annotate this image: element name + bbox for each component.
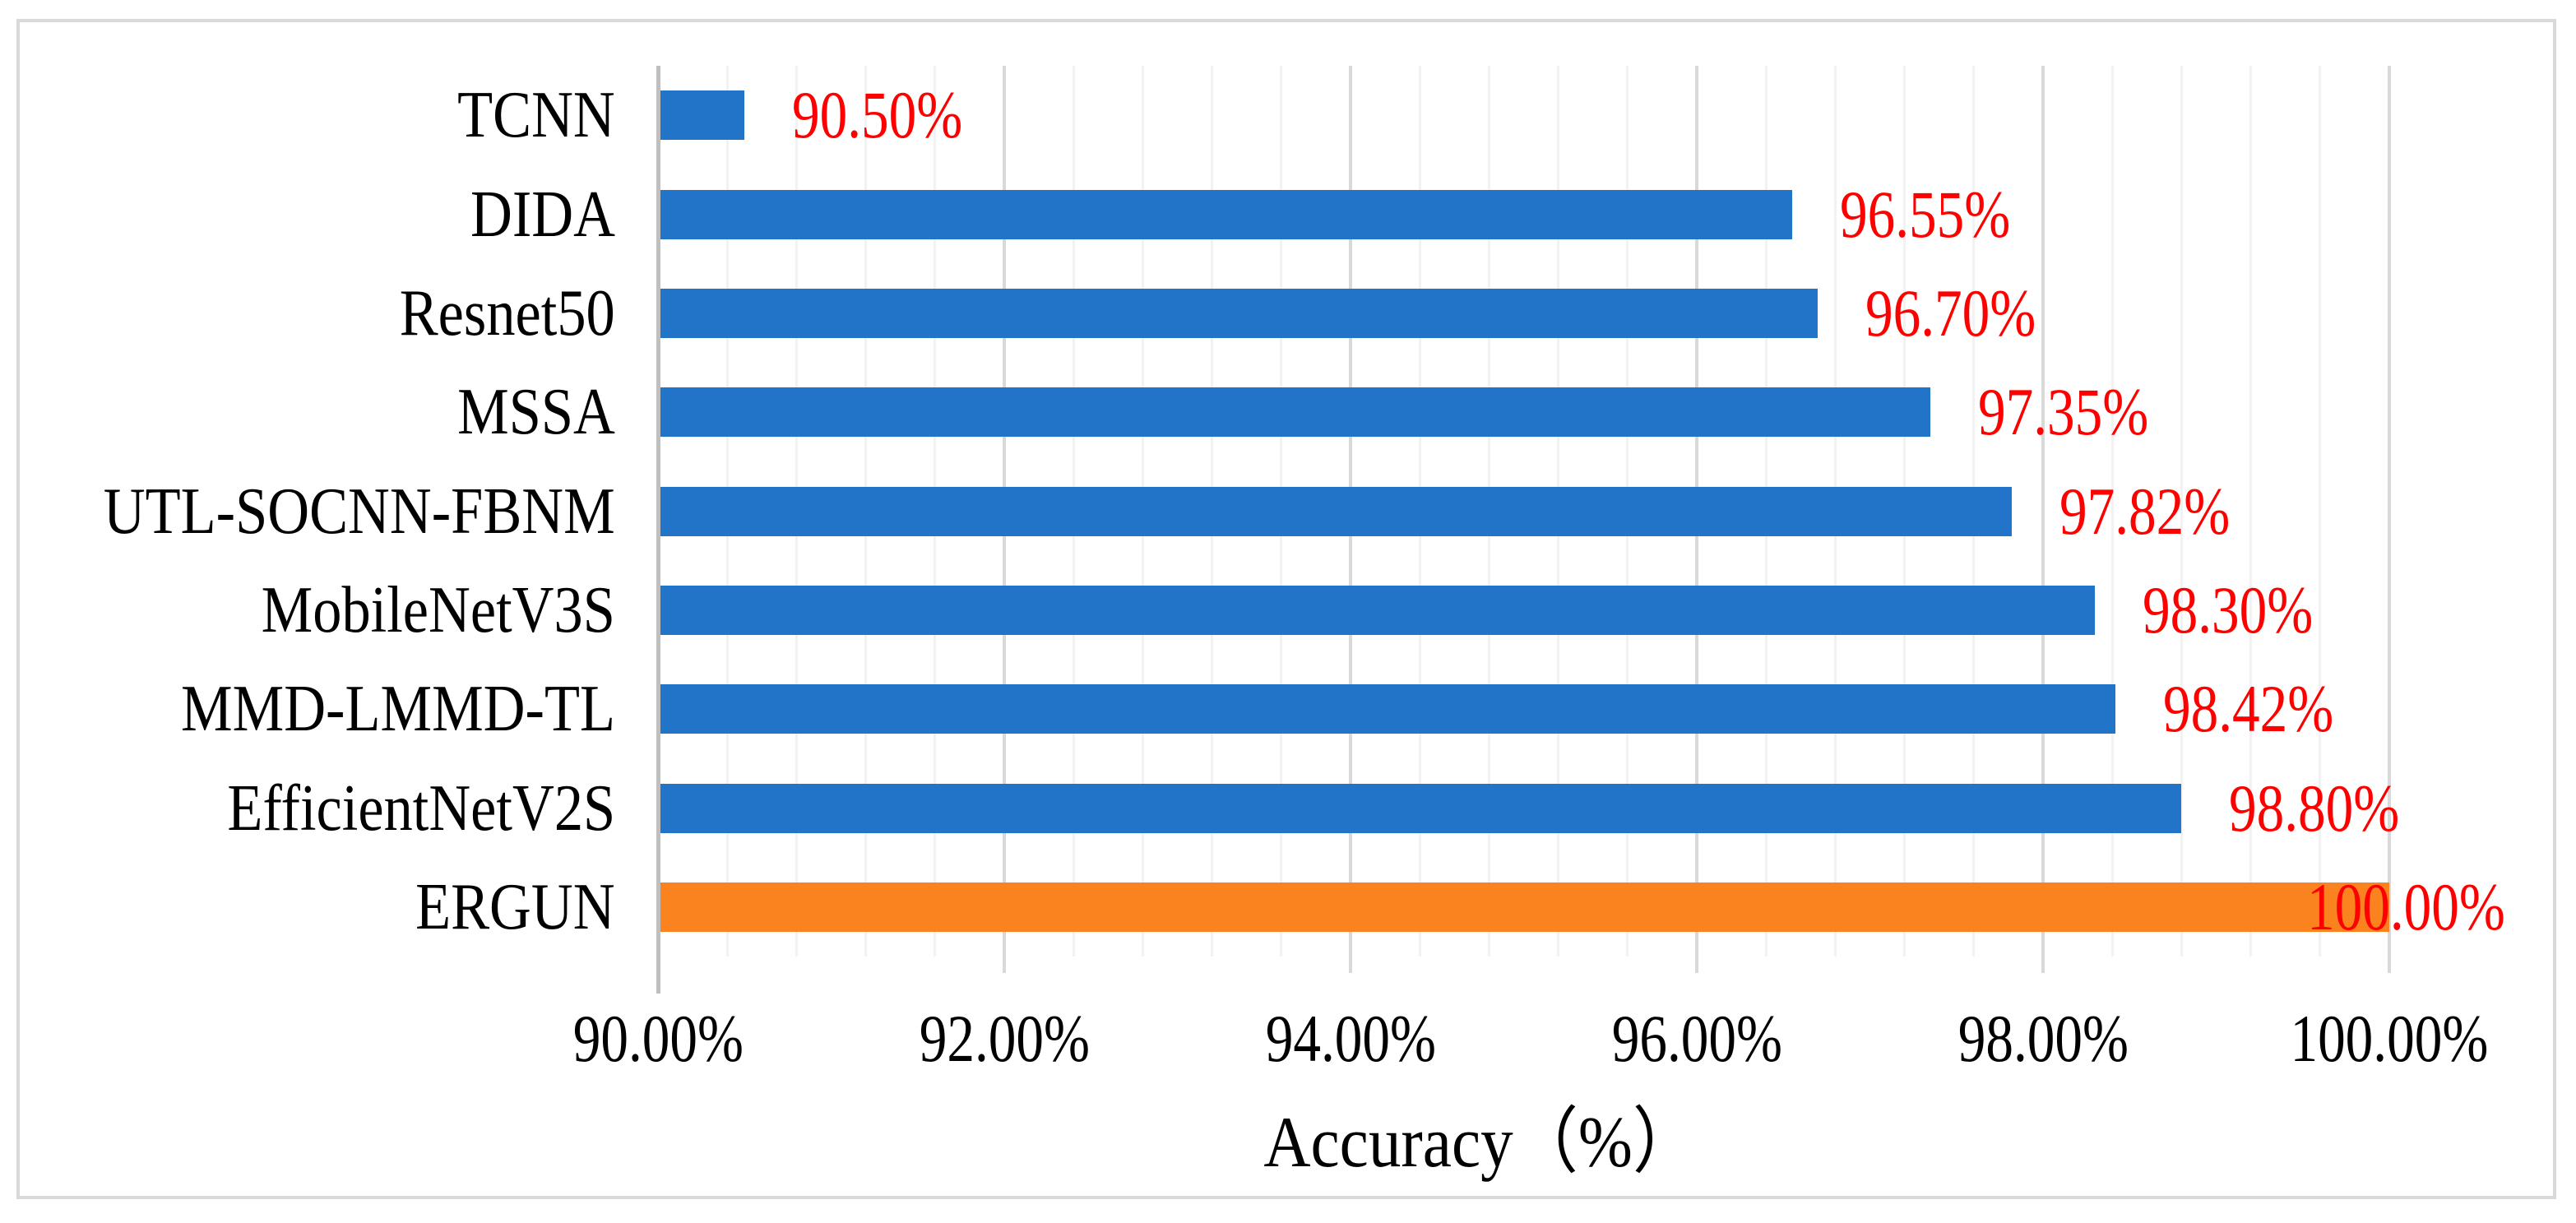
category-label: ERGUN bbox=[33, 862, 615, 952]
bar bbox=[660, 387, 1931, 438]
value-label: 90.50% bbox=[792, 70, 1000, 160]
value-label-text: 100.00% bbox=[2307, 869, 2505, 944]
category-label: Resnet50 bbox=[33, 268, 615, 359]
category-label: DIDA bbox=[33, 169, 615, 260]
value-label: 100.00% bbox=[2307, 862, 2549, 952]
x-tick-label: 98.00% bbox=[1837, 998, 2249, 1080]
value-label: 98.30% bbox=[2143, 565, 2351, 656]
bar-highlight bbox=[660, 882, 2389, 932]
value-label-text: 98.80% bbox=[2229, 770, 2400, 845]
value-label-text: 96.70% bbox=[1865, 275, 2036, 350]
category-label-text: TCNN bbox=[457, 79, 615, 152]
value-label-text: 96.55% bbox=[1839, 176, 2011, 252]
bar bbox=[660, 783, 2182, 833]
category-label-text: UTL-SOCNN-FBNM bbox=[104, 475, 615, 548]
x-tick-label-text: 90.00% bbox=[572, 1001, 744, 1076]
value-label-text: 97.35% bbox=[1978, 374, 2149, 450]
value-label: 98.80% bbox=[2229, 763, 2437, 854]
x-tick-label-text: 100.00% bbox=[2290, 1001, 2489, 1076]
category-label: TCNN bbox=[33, 70, 615, 160]
x-tick-label: 92.00% bbox=[799, 998, 1210, 1080]
category-label-text: MSSA bbox=[457, 376, 615, 449]
minor-gridline bbox=[2319, 66, 2322, 957]
bar bbox=[660, 189, 1792, 239]
category-label-text: ERGUN bbox=[415, 870, 615, 943]
category-label-text: MMD-LMMD-TL bbox=[181, 673, 615, 746]
value-label-text: 97.82% bbox=[2059, 473, 2231, 549]
minor-gridline bbox=[2180, 66, 2183, 957]
value-label: 96.55% bbox=[1840, 169, 2048, 260]
x-tick-label-text: 92.00% bbox=[919, 1001, 1090, 1076]
category-label-text: EfficientNetV2S bbox=[227, 771, 615, 845]
category-label-text: DIDA bbox=[470, 178, 615, 251]
x-tick-label-text: 96.00% bbox=[1611, 1001, 1782, 1076]
value-label: 97.35% bbox=[1978, 367, 2186, 457]
minor-gridline bbox=[2110, 66, 2114, 957]
category-label: EfficientNetV2S bbox=[33, 763, 615, 854]
x-tick-label: 94.00% bbox=[1145, 998, 1556, 1080]
bar bbox=[660, 486, 2013, 536]
x-tick-label-text: 94.00% bbox=[1265, 1001, 1436, 1076]
bar bbox=[660, 288, 1818, 338]
value-label-text: 90.50% bbox=[792, 77, 963, 153]
x-tick-label: 90.00% bbox=[452, 998, 864, 1080]
major-gridline bbox=[2041, 66, 2045, 973]
y-axis-line bbox=[656, 66, 660, 994]
x-axis-title: Accuracy（%） bbox=[987, 1094, 1974, 1193]
major-gridline bbox=[2388, 66, 2391, 973]
value-label: 97.82% bbox=[2059, 466, 2268, 557]
category-label-text: Resnet50 bbox=[399, 276, 615, 350]
value-label: 98.42% bbox=[2163, 664, 2371, 754]
x-tick-label: 100.00% bbox=[2184, 998, 2576, 1080]
bar bbox=[660, 684, 2116, 734]
minor-gridline bbox=[2249, 66, 2253, 957]
category-label: UTL-SOCNN-FBNM bbox=[33, 466, 615, 557]
value-label: 96.70% bbox=[1865, 268, 2073, 359]
bar bbox=[660, 585, 2096, 635]
x-tick-label-text: 98.00% bbox=[1957, 1001, 2129, 1076]
category-label: MobileNetV3S bbox=[33, 565, 615, 656]
x-axis-title-text: Accuracy（%） bbox=[1263, 1103, 1698, 1183]
value-label-text: 98.42% bbox=[2163, 671, 2334, 747]
bar bbox=[660, 90, 745, 141]
category-label: MSSA bbox=[33, 367, 615, 457]
category-label: MMD-LMMD-TL bbox=[33, 664, 615, 754]
category-label-text: MobileNetV3S bbox=[261, 573, 615, 646]
x-tick-label: 96.00% bbox=[1491, 998, 1902, 1080]
value-label-text: 98.30% bbox=[2143, 572, 2314, 647]
